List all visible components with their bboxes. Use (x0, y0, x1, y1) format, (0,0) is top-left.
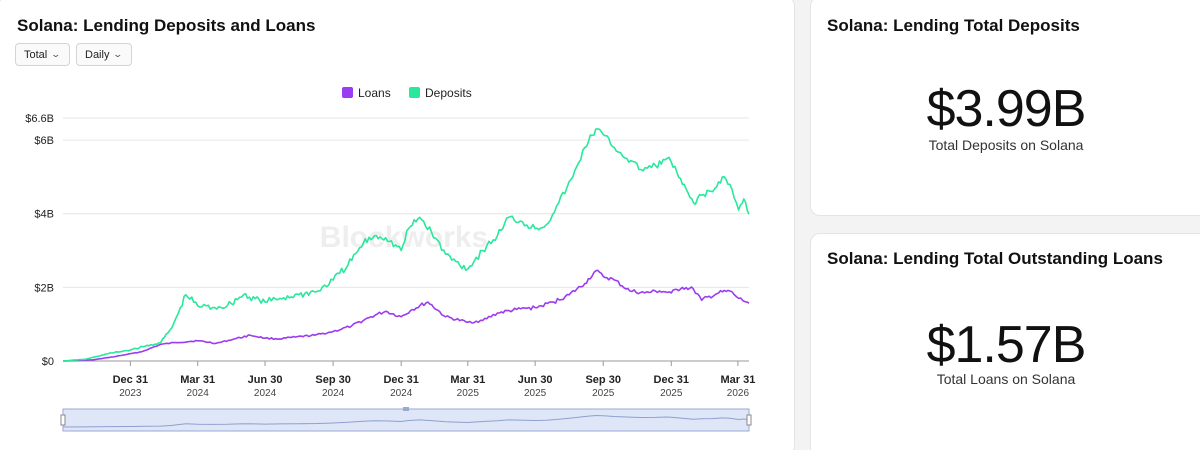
x-tick-year: 2023 (119, 388, 142, 399)
deposits-card-title: Solana: Lending Total Deposits (827, 16, 1080, 35)
series (62, 128, 750, 362)
total-deposits-caption: Total Deposits on Solana (928, 137, 1084, 153)
total-loans-caption: Total Loans on Solana (936, 371, 1076, 387)
x-tick-label: Sep 30 (585, 374, 620, 386)
total-deposits-card: Solana: Lending Total Deposits $3.99B To… (810, 0, 1200, 216)
y-tick-label: $6.6B (25, 113, 54, 125)
x-tick-label: Dec 31 (383, 374, 418, 386)
navigator-selection[interactable] (62, 408, 750, 432)
total-loans-value: $1.57B (926, 316, 1087, 374)
series-line-loans (62, 269, 750, 362)
x-tick-label: Mar 31 (180, 374, 215, 386)
x-tick-label: Jun 30 (248, 374, 283, 386)
y-tick-label: $0 (42, 356, 54, 368)
x-tick-label: Mar 31 (450, 374, 485, 386)
x-tick-year: 2025 (660, 388, 683, 399)
x-tick-year: 2024 (187, 388, 210, 399)
navigator-grip[interactable] (403, 407, 409, 411)
total-deposits-value: $3.99B (926, 80, 1087, 138)
x-axis: Dec 31 2023 Mar 31 2024 Jun 30 2024 Sep 30 2024… (113, 361, 755, 399)
x-tick-year: 2024 (390, 388, 413, 399)
grid (63, 117, 749, 362)
y-tick-label: $6B (34, 135, 54, 147)
legend-swatch-loans (342, 87, 353, 98)
x-tick-year: 2025 (524, 388, 547, 399)
chart-card: Solana: Lending Deposits and Loans Total… (0, 0, 795, 450)
navigator-handle-left[interactable] (60, 414, 66, 426)
x-tick-label: Mar 31 (720, 374, 755, 386)
x-tick-year: 2025 (457, 388, 480, 399)
x-tick-year: 2026 (727, 388, 750, 399)
total-loans-card: Solana: Lending Total Outstanding Loans … (810, 233, 1200, 450)
chevron-down-icon: ⌄ (112, 49, 124, 59)
navigator-series (62, 414, 750, 428)
legend-swatch-deposits (409, 87, 420, 98)
legend-label-loans[interactable]: Loans (358, 86, 391, 100)
y-axis: $0 $2B $4B $6B $6.6B (25, 113, 54, 368)
x-tick-year: 2024 (322, 388, 345, 399)
y-tick-label: $2B (34, 282, 54, 294)
x-tick-label: Dec 31 (113, 374, 148, 386)
legend: Loans Deposits (342, 86, 472, 100)
x-tick-label: Dec 31 (654, 374, 689, 386)
loans-card-title: Solana: Lending Total Outstanding Loans (827, 249, 1163, 268)
interval-dropdown[interactable]: Daily ⌄ (76, 43, 132, 66)
range-navigator[interactable] (60, 407, 752, 432)
interval-dropdown-label: Daily (85, 48, 110, 61)
watermark: Blockworks (320, 221, 488, 254)
chevron-down-icon: ⌄ (50, 49, 62, 59)
x-tick-year: 2024 (254, 388, 277, 399)
aggregation-dropdown[interactable]: Total ⌄ (15, 43, 70, 66)
line-chart: Blockworks $0 $2B $4B $6B $6.6B Dec 31 2023 Ma… (25, 86, 755, 432)
navigator-handle-right[interactable] (746, 414, 752, 426)
chart-title: Solana: Lending Deposits and Loans (17, 16, 316, 35)
series-line-deposits (62, 128, 750, 362)
x-tick-label: Sep 30 (315, 374, 350, 386)
aggregation-dropdown-label: Total (24, 48, 48, 61)
x-tick-year: 2025 (592, 388, 615, 399)
legend-label-deposits[interactable]: Deposits (425, 86, 472, 100)
x-tick-label: Jun 30 (518, 374, 553, 386)
y-tick-label: $4B (34, 209, 54, 221)
